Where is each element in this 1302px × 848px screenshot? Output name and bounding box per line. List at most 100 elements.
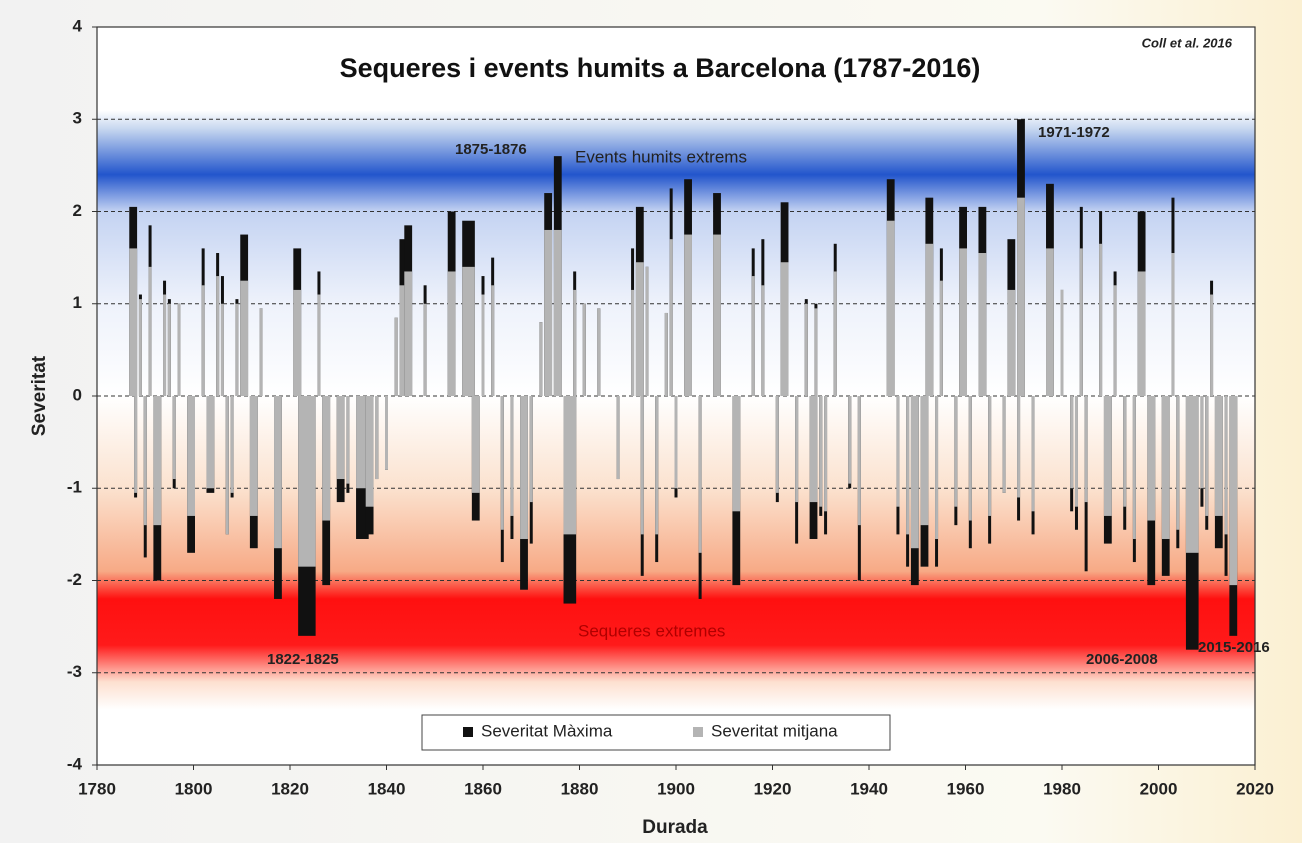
bar-mean (225, 396, 229, 535)
bar-mean (1060, 289, 1064, 396)
bar-mean (1132, 396, 1136, 539)
bar-mean (920, 396, 929, 526)
legend-label: Severitat mitjana (711, 721, 838, 740)
plot-border (96, 26, 1256, 766)
bar-mean (635, 262, 644, 396)
bar-mean (669, 239, 673, 396)
bar-mean (814, 308, 818, 396)
bar-mean (809, 396, 818, 503)
bar-mean (500, 396, 504, 530)
bar-mean (365, 396, 374, 507)
bar-mean (138, 299, 142, 396)
bar-mean (399, 285, 408, 396)
annotation: 1971-1972 (1038, 124, 1110, 141)
bar-mean (129, 248, 138, 396)
bar-mean (539, 322, 543, 396)
bar-mean (935, 396, 939, 539)
bar-mean (462, 266, 475, 396)
legend-swatch (693, 727, 703, 737)
bar-mean (597, 308, 601, 396)
bar-mean (713, 234, 721, 396)
y-tick-label: 3 (73, 109, 82, 128)
annotation: 2006-2008 (1086, 651, 1158, 668)
y-tick-label: 2 (73, 201, 82, 220)
bar-mean (795, 396, 799, 503)
bar-mean (177, 303, 181, 396)
bar-mean (1046, 248, 1054, 396)
bar-mean (1214, 396, 1223, 516)
bar-mean (404, 271, 413, 396)
bar-mean (1079, 248, 1083, 396)
bar-mean (1210, 294, 1214, 396)
bar-mean (1171, 253, 1175, 396)
bar-mean (732, 396, 741, 512)
bar-mean (886, 220, 895, 396)
bar-mean (761, 285, 765, 396)
bar-mean (230, 396, 234, 493)
bar-mean (394, 317, 398, 396)
bar-mean (1185, 396, 1199, 553)
bar-mean (336, 396, 345, 480)
y-tick-label: 1 (73, 293, 82, 312)
bar-mean (510, 396, 514, 516)
bar-mean (216, 276, 220, 396)
bar-mean (471, 396, 480, 493)
bar-mean (563, 396, 577, 535)
annotation: 1822-1825 (267, 651, 339, 668)
bar-mean (848, 396, 852, 484)
bar-mean (1099, 243, 1103, 396)
bar-mean (640, 396, 644, 535)
bar-mean (833, 271, 837, 396)
x-tick-label: 1960 (947, 779, 985, 798)
bar-mean (978, 253, 987, 396)
bar-mean (322, 396, 331, 521)
bar-mean (1147, 396, 1156, 521)
bar-mean (645, 266, 649, 396)
x-tick-label: 1880 (561, 779, 599, 798)
bar-mean (616, 396, 620, 480)
bar-mean (674, 396, 678, 489)
bar-mean (1103, 396, 1112, 516)
bar-mean (968, 396, 972, 521)
bar-mean (249, 396, 258, 516)
bar-mean (143, 396, 147, 526)
bar-mean (1074, 396, 1078, 507)
bar-mean (529, 396, 533, 503)
bar-mean (206, 396, 215, 489)
bar-mean (259, 308, 263, 396)
bar-mean (1224, 396, 1228, 535)
x-axis-label: Durada (642, 817, 708, 838)
x-tick-label: 1900 (657, 779, 695, 798)
bar-mean (582, 303, 586, 396)
bar-mean (544, 229, 553, 396)
bar-mean (925, 243, 934, 396)
bar-mean (274, 396, 282, 549)
y-tick-label: -2 (67, 570, 82, 589)
bar-mean (346, 396, 350, 484)
bar-mean (423, 303, 427, 396)
y-tick-label: -3 (67, 662, 82, 681)
x-tick-label: 1920 (754, 779, 792, 798)
bar-mean (1007, 289, 1016, 396)
bar-mean (553, 229, 562, 396)
bar-mean (447, 271, 456, 396)
band-label: Sequeres extremes (578, 621, 725, 640)
bar-mean (824, 396, 828, 512)
bar-mean (664, 312, 668, 396)
bar-mean (906, 396, 910, 535)
bar-mean (1031, 396, 1035, 512)
bar-mean (235, 303, 239, 396)
chart-title: Sequeres i events humits a Barcelona (17… (340, 53, 981, 83)
bar-mean (819, 396, 823, 507)
x-tick-label: 2020 (1236, 779, 1274, 798)
bar-mean (954, 396, 958, 507)
bar-mean (1161, 396, 1170, 539)
y-axis-label: Severitat (29, 355, 50, 436)
bar-mean (751, 276, 755, 396)
bar-mean (1002, 396, 1006, 493)
bar-mean (780, 262, 789, 396)
x-tick-label: 2000 (1140, 779, 1178, 798)
bar-mean (775, 396, 779, 493)
x-tick-label: 1840 (368, 779, 406, 798)
